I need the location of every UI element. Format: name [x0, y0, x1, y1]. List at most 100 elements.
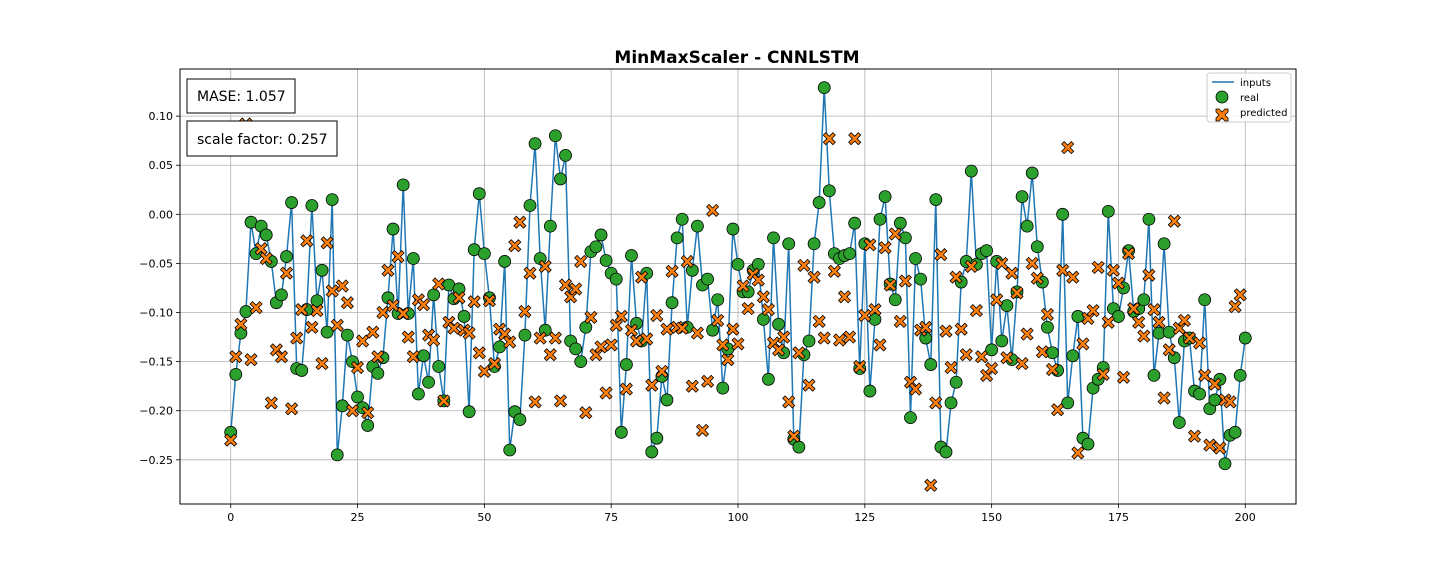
predicted-point — [1152, 315, 1166, 329]
real-point — [807, 237, 821, 251]
predicted-point — [883, 278, 897, 292]
real-point — [929, 193, 943, 206]
x-tick-label: 150 — [981, 511, 1002, 524]
predicted-point — [1066, 270, 1080, 284]
predicted-point — [234, 317, 248, 331]
real-point — [371, 367, 385, 380]
predicted-point — [1076, 337, 1090, 351]
real-point — [528, 137, 542, 151]
predicted-point — [371, 350, 385, 364]
real-point — [351, 390, 364, 404]
real-point — [462, 405, 476, 419]
predicted-point — [1142, 268, 1156, 282]
real-point — [1147, 368, 1161, 382]
real-point — [285, 196, 299, 209]
real-point — [995, 334, 1009, 348]
predicted-point — [949, 270, 963, 284]
real-point — [614, 425, 628, 439]
predicted-point — [990, 293, 1004, 307]
y-tick-label: −0.15 — [139, 356, 173, 369]
predicted-point — [736, 279, 750, 293]
predicted-point — [1137, 329, 1151, 343]
real-point — [792, 440, 806, 454]
predicted-point — [437, 394, 451, 408]
predicted-point — [609, 318, 623, 332]
predicted-point — [1147, 303, 1161, 317]
real-point — [548, 129, 562, 143]
predicted-point — [553, 394, 568, 408]
legend-predicted-label: predicted — [1240, 108, 1287, 119]
x-tick-label: 200 — [1235, 511, 1256, 524]
predicted-point — [300, 234, 314, 248]
predicted-point — [974, 350, 989, 364]
predicted-point — [396, 306, 410, 321]
predicted-point — [315, 357, 329, 371]
real-point — [1030, 240, 1044, 254]
real-point — [493, 340, 506, 354]
x-tick-label: 75 — [604, 511, 618, 524]
predicted-point — [751, 273, 765, 287]
real-point — [1041, 320, 1054, 334]
real-point — [751, 258, 765, 271]
real-point — [944, 396, 958, 410]
x-tick-label: 25 — [351, 511, 365, 524]
real-point — [518, 328, 532, 342]
predicted-point — [543, 348, 557, 362]
predicted-point — [432, 277, 446, 291]
legend-predicted-swatch — [1215, 108, 1229, 122]
predicted-point — [518, 304, 532, 319]
real-point — [812, 196, 826, 209]
real-point — [914, 272, 928, 286]
predicted-point — [619, 382, 633, 396]
real-point — [1142, 212, 1156, 226]
predicted-point — [1198, 368, 1212, 382]
predicted-point — [401, 330, 415, 344]
predicted-point — [279, 266, 294, 280]
real-point — [340, 328, 354, 342]
real-point — [361, 419, 375, 432]
predicted-point — [1213, 441, 1227, 455]
predicted-point — [548, 331, 562, 345]
real-point — [665, 296, 679, 310]
predicted-point — [817, 331, 831, 345]
predicted-point — [1045, 362, 1060, 377]
predicted-point — [391, 250, 405, 264]
axis-ticks: 0 25 50 75 100 125 150 175 200 −0.25 −0.20 −0.15 −0.… — [139, 110, 1255, 524]
real-point — [569, 342, 583, 356]
predicted-point — [330, 318, 344, 332]
real-point — [782, 237, 796, 251]
real-point — [1025, 166, 1039, 180]
predicted-point — [939, 324, 953, 338]
real-point — [924, 358, 938, 371]
real-point — [523, 199, 537, 212]
real-point — [767, 231, 780, 245]
predicted-point — [285, 402, 299, 416]
real-point — [843, 247, 856, 261]
predicted-point — [1111, 276, 1126, 290]
predicted-point — [427, 333, 441, 347]
predicted-point — [822, 132, 836, 146]
real-point — [427, 288, 441, 302]
real-point — [559, 149, 572, 162]
real-point — [1137, 293, 1151, 307]
legend-real-label: real — [1240, 93, 1259, 104]
predicted-point — [685, 379, 699, 393]
y-tick-label: −0.05 — [139, 257, 173, 270]
predicted-point — [244, 353, 258, 367]
predicted-point — [1061, 141, 1075, 155]
real-point — [574, 355, 588, 369]
predicted-point — [305, 320, 319, 334]
predicted-point — [741, 302, 755, 316]
predicted-point — [985, 361, 999, 376]
real-point — [726, 222, 740, 236]
predicted-point — [782, 395, 796, 409]
predicted-point — [1051, 403, 1065, 417]
predicted-point — [452, 291, 466, 305]
predicted-point — [787, 429, 801, 443]
real-point — [675, 212, 689, 226]
predicted-point — [944, 360, 958, 375]
real-point — [432, 360, 446, 373]
predicted-point — [701, 374, 715, 388]
predicted-point — [599, 386, 613, 400]
predicted-point — [472, 346, 486, 360]
